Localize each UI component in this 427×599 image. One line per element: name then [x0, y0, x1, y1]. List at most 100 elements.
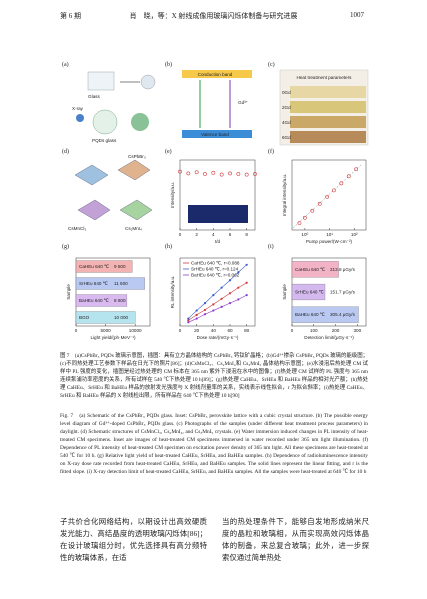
x-tick-label: 10⁰ — [301, 232, 308, 237]
point — [332, 188, 336, 193]
point — [236, 172, 241, 176]
bar — [291, 283, 326, 301]
series-line — [188, 294, 247, 323]
y-axis-title: RL intensity/a.u. — [170, 276, 175, 309]
label: Conduction band — [198, 72, 233, 77]
label: 0Gd — [282, 90, 291, 95]
label: CsPbBr₃ — [128, 154, 146, 159]
x-tick-label: 200 — [332, 328, 340, 333]
panel-label: (h) — [165, 243, 172, 250]
point — [195, 313, 198, 316]
point — [203, 313, 207, 316]
legend-entry: CaHEu 640 ℃, r=0.088 — [191, 261, 240, 266]
plot-frame — [179, 159, 256, 231]
x-tick-label: 8 — [245, 232, 248, 237]
x-tick-label: 40 — [211, 328, 217, 333]
x-tick-label: 20 — [194, 328, 200, 333]
bar — [291, 261, 339, 278]
sample-row — [290, 116, 366, 128]
bar — [291, 306, 359, 323]
plot-frame — [179, 257, 256, 327]
x-tick-label: 0 — [179, 232, 182, 237]
point — [228, 171, 232, 176]
point — [220, 286, 223, 289]
point — [325, 194, 330, 199]
point — [228, 279, 232, 282]
category-label: CaHEu 640 ℃ — [79, 264, 110, 269]
label: Valence band — [201, 132, 229, 137]
point — [186, 171, 191, 176]
issue: 第 6 期 — [60, 12, 81, 20]
category-label: BGO — [79, 315, 90, 320]
point — [245, 281, 248, 284]
panel-label: (c) — [268, 61, 275, 68]
figure: (a) (b) (c) (d) (e) (f) (g) (h) (i) Glass X-ray PQD… — [62, 61, 369, 340]
point — [219, 172, 224, 177]
pqd-glass — [92, 109, 118, 135]
series-line — [188, 282, 247, 321]
plot-frame — [291, 159, 367, 231]
body-right: 当的热处理条件下，能够自发地形成纳米尺度的晶粒和玻璃相，从而实现高效闪烁体晶体的… — [222, 517, 369, 562]
point — [297, 221, 302, 225]
y-axis-title: Sample — [66, 284, 71, 300]
value-label: 10 000 — [114, 315, 128, 320]
x-ray-source — [76, 114, 84, 122]
x-tick-label: 0 — [179, 328, 182, 333]
y-axis-title: Integral intensity/a.u. — [282, 174, 287, 216]
label: 6Gd — [282, 135, 291, 140]
x-tick-label: 4 — [212, 232, 215, 237]
fit-line — [292, 163, 363, 229]
point — [203, 172, 207, 176]
point — [245, 293, 248, 297]
value-label: 305.4 μGy/s — [330, 312, 356, 317]
point — [237, 298, 240, 301]
legend-entry: SrHEu 640 ℃, r=0.124 — [191, 267, 239, 272]
label: CsMnCl₃ — [68, 226, 86, 231]
point — [212, 309, 215, 312]
category-label: CaHEu 640 ℃ — [295, 267, 326, 272]
crystal — [117, 159, 151, 181]
caption-zh: 图 7 (a)CsPbBr₃ PQDs 玻璃示意图，插图：具有立方晶体结构的 C… — [60, 353, 368, 399]
point — [302, 215, 307, 220]
sample-row — [290, 86, 366, 98]
x-axis-title: Light yield/(ph·MeV⁻¹) — [90, 335, 136, 340]
x-tick-label: 80 — [244, 328, 250, 333]
category-label: BaHEu 640 ℃ — [79, 298, 110, 303]
label: 4Gd — [282, 120, 291, 125]
point — [339, 181, 344, 186]
panel-label: (i) — [268, 243, 274, 250]
page-number: 1007 — [350, 11, 364, 19]
point — [220, 305, 223, 308]
glass-block — [87, 71, 115, 91]
x-axis-title: Dose rate/(mGy·s⁻¹) — [197, 335, 239, 340]
caption-en: Fig. 7 (a) Schematic of the CsPbBr₃ PQDs… — [60, 413, 368, 475]
point — [237, 271, 240, 274]
inset-photo — [188, 205, 248, 223]
crystal — [119, 199, 153, 221]
point — [187, 317, 190, 320]
label: Gd³⁺ — [238, 100, 249, 105]
point — [195, 309, 198, 312]
x-tick-label: 2 — [195, 232, 198, 237]
x-axis-title: t/d — [215, 239, 221, 244]
point — [317, 201, 322, 206]
label: Cs₂MnI₄ — [125, 226, 142, 231]
running-title: 肖 晓，等：X 射线成像用玻璃闪烁体制备与研究进展 — [129, 12, 298, 20]
value-label: 9 500 — [114, 264, 126, 269]
sample-row — [290, 101, 366, 113]
x-axis-title: Detection limit/(μGy·s⁻¹) — [304, 335, 354, 340]
x-tick-label: 6 — [229, 232, 232, 237]
point — [212, 303, 215, 306]
x-tick-label: 10² — [351, 232, 358, 237]
category-label: SrHEu 640 ℃ — [79, 281, 109, 286]
category-label: BaHEu 640 ℃ — [295, 312, 326, 317]
point — [194, 170, 199, 175]
point — [211, 170, 216, 175]
emission — [131, 113, 149, 131]
bar — [75, 277, 145, 290]
point — [245, 263, 248, 266]
point — [220, 297, 223, 300]
value-label: 213.8 μGy/s — [330, 267, 356, 272]
panel-label: (f) — [268, 148, 274, 155]
bar — [75, 294, 128, 307]
